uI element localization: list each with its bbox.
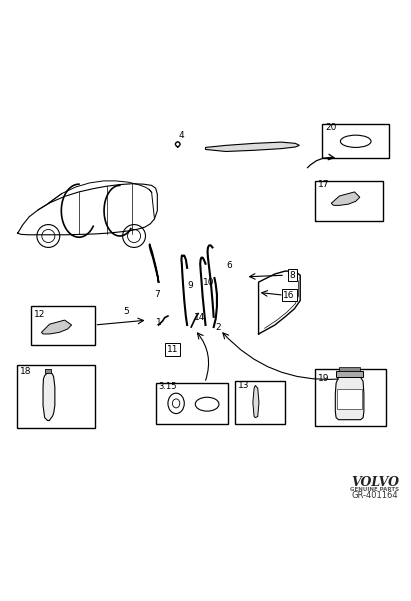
Polygon shape — [331, 192, 360, 206]
Text: 6: 6 — [226, 261, 232, 270]
FancyBboxPatch shape — [315, 370, 386, 426]
Text: GR-401164: GR-401164 — [351, 491, 398, 500]
Text: 10: 10 — [203, 278, 215, 287]
Text: 7: 7 — [155, 290, 160, 299]
Text: 5: 5 — [123, 307, 129, 316]
Text: 14: 14 — [194, 313, 206, 322]
FancyBboxPatch shape — [156, 383, 229, 424]
Text: GENUINE PARTS: GENUINE PARTS — [350, 487, 399, 492]
Text: 18: 18 — [20, 367, 32, 376]
Text: 12: 12 — [34, 310, 46, 319]
Polygon shape — [253, 385, 259, 418]
Text: 4: 4 — [178, 130, 184, 139]
Text: 13: 13 — [238, 381, 249, 390]
Polygon shape — [206, 142, 299, 151]
Polygon shape — [43, 373, 55, 421]
Polygon shape — [335, 377, 364, 419]
Text: 3.15: 3.15 — [159, 382, 177, 391]
FancyBboxPatch shape — [235, 381, 285, 424]
Polygon shape — [42, 320, 72, 334]
Text: 20: 20 — [325, 123, 337, 132]
FancyBboxPatch shape — [315, 181, 383, 221]
Text: 16: 16 — [284, 291, 295, 300]
Text: 2: 2 — [215, 323, 221, 332]
Text: 9: 9 — [187, 281, 193, 290]
Polygon shape — [46, 368, 51, 373]
Polygon shape — [336, 371, 363, 377]
FancyBboxPatch shape — [17, 365, 95, 428]
Polygon shape — [337, 389, 362, 409]
Text: 8: 8 — [289, 270, 295, 279]
Text: VOLVO: VOLVO — [351, 475, 399, 489]
FancyBboxPatch shape — [322, 124, 389, 159]
FancyBboxPatch shape — [31, 306, 95, 344]
Text: 1: 1 — [156, 318, 162, 326]
Polygon shape — [339, 367, 360, 371]
Text: 19: 19 — [318, 374, 330, 383]
Text: 17: 17 — [318, 180, 330, 189]
Text: 11: 11 — [167, 345, 179, 354]
